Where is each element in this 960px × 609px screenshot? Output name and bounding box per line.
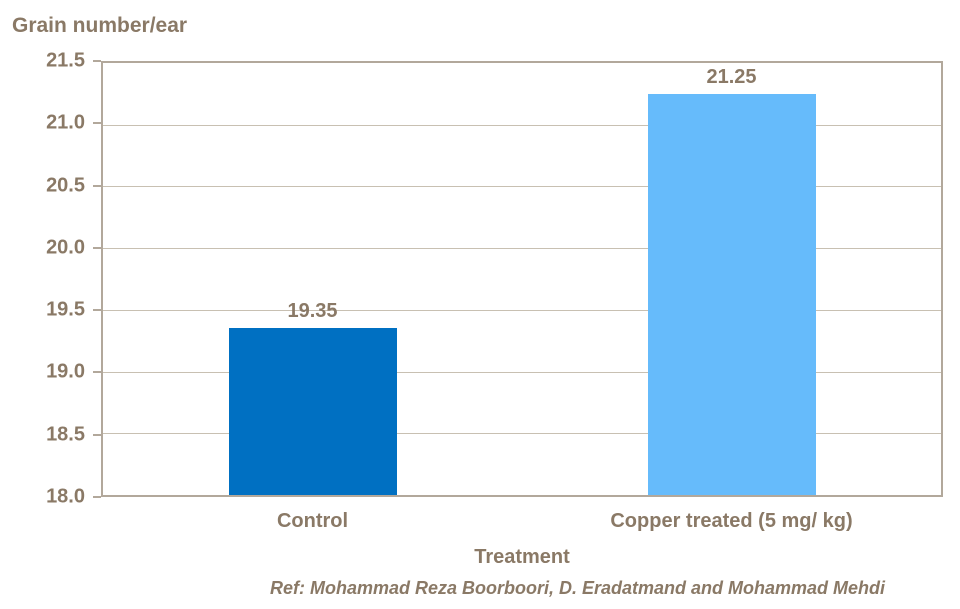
y-tick-label: 20.0 (46, 236, 85, 259)
reference-text: Ref: Mohammad Reza Boorboori, D. Eradatm… (269, 578, 886, 598)
gridline (103, 309, 941, 311)
gridline (103, 248, 941, 250)
y-tick-label: 21.5 (46, 49, 85, 72)
y-tick-label: 18.0 (46, 485, 85, 508)
x-axis-title: Treatment (474, 546, 570, 568)
y-tick-mark (93, 309, 101, 312)
y-tick-mark (93, 371, 101, 374)
gridline (103, 186, 941, 188)
bar (648, 94, 816, 495)
x-category-label: Control (276, 510, 349, 532)
y-tick-label: 20.5 (46, 174, 85, 197)
bar-value-label: 21.25 (706, 66, 757, 88)
y-tick-label: 21.0 (46, 111, 85, 134)
gridline (103, 433, 941, 435)
x-category-label: Copper treated (5 mg/ kg) (610, 510, 853, 532)
plot-area: 19.35 21.25 (101, 61, 943, 497)
y-tick-label: 18.5 (46, 423, 85, 446)
y-axis: 21.5 21.0 20.5 20.0 19.5 19.0 18.5 18.0 (0, 50, 101, 508)
gridline (103, 371, 941, 373)
y-tick-mark (93, 184, 101, 187)
y-tick-label: 19.0 (46, 360, 85, 383)
chart-title: Grain number/ear (12, 14, 188, 37)
gridline (103, 124, 941, 126)
y-tick-label: 19.5 (46, 298, 85, 321)
bar-value-label: 19.35 (287, 300, 338, 322)
y-tick-mark (93, 122, 101, 125)
y-tick-mark (93, 496, 101, 498)
bar (229, 328, 397, 495)
y-tick-mark (93, 60, 101, 62)
y-tick-mark (93, 433, 101, 436)
y-tick-mark (93, 246, 101, 249)
